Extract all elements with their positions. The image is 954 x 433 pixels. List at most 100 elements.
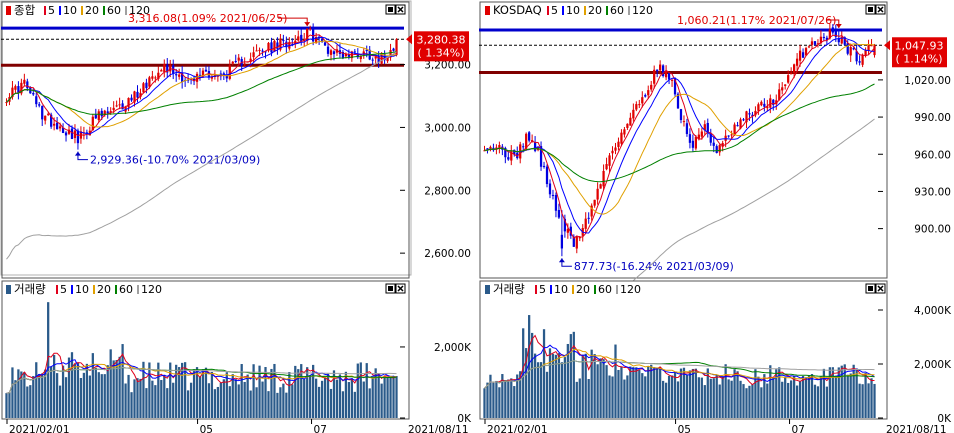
volume-bar xyxy=(813,384,817,418)
candle-body xyxy=(807,46,811,48)
candle-body xyxy=(712,142,715,146)
volume-bar xyxy=(837,367,840,418)
volume-bar xyxy=(792,376,796,418)
candle-body xyxy=(249,58,252,62)
legend-ma-swatch xyxy=(547,6,549,15)
volume-bar xyxy=(867,383,870,418)
x-label-may: 05 xyxy=(200,424,213,433)
candle-body xyxy=(831,27,834,33)
candle-body xyxy=(166,64,169,73)
maximize-icon xyxy=(868,7,873,12)
candle-body xyxy=(231,61,234,64)
candle-body xyxy=(593,199,596,206)
candle-body xyxy=(234,60,237,62)
volume-bar xyxy=(314,378,318,418)
current-price-badge xyxy=(414,31,469,62)
legend-ma-swatch xyxy=(628,6,630,15)
volume-bar xyxy=(195,367,199,418)
candle-body xyxy=(44,115,47,121)
candle-body xyxy=(697,134,700,139)
candle-body xyxy=(870,45,873,47)
x-label-july: 07 xyxy=(792,424,805,433)
volume-bar xyxy=(210,371,214,418)
volume-bar xyxy=(516,374,519,418)
candle-body xyxy=(569,226,572,236)
candle-body xyxy=(599,184,602,189)
candle-body xyxy=(766,106,769,109)
candle-body xyxy=(276,42,279,49)
candle-body xyxy=(653,69,656,84)
kospi-date-axis: 2021/02/01 05 07 2021/08/11 xyxy=(6,419,469,433)
volume-bar xyxy=(136,378,139,418)
volume-bar xyxy=(641,373,644,418)
candle-body xyxy=(201,70,205,77)
volume-bar xyxy=(204,367,208,418)
legend-ma-label: 10 xyxy=(75,283,89,296)
volume-bar xyxy=(52,354,56,418)
volume-bar xyxy=(528,315,531,418)
candle-body xyxy=(353,51,356,53)
volume-bar xyxy=(124,383,127,418)
volume-bar xyxy=(341,391,345,418)
candle-body xyxy=(623,129,626,135)
volume-bar xyxy=(551,353,555,418)
candle-body xyxy=(362,51,365,55)
volume-bar xyxy=(371,377,374,418)
candle-body xyxy=(258,49,261,51)
volume-bar xyxy=(748,385,751,418)
volume-bar xyxy=(614,344,617,418)
volume-bar xyxy=(542,329,546,418)
y-tick-label: 900.00 xyxy=(914,224,951,236)
candle-body xyxy=(483,150,486,152)
volume-bar xyxy=(578,378,581,418)
legend-ma-label: 120 xyxy=(129,4,150,17)
volume-bar xyxy=(133,379,136,418)
volume-bar xyxy=(392,377,395,418)
volume-bar xyxy=(751,384,754,418)
candle-body xyxy=(23,79,26,84)
kospi-volume-chart: 0K 2,000K 거래량 5 10 20 60 120 xyxy=(1,280,472,425)
legend-ma-label: 20 xyxy=(85,4,99,17)
volume-bar xyxy=(525,348,528,418)
candle-body xyxy=(742,119,745,121)
low-marker-label: 2,929.36(-10.70% 2021/03/09) xyxy=(90,154,260,167)
volume-bar xyxy=(198,376,202,418)
kosdaq-volume-legend: 거래량 5 10 20 60 120 xyxy=(485,282,641,296)
high-marker-label: 1,060.21(1.17% 2021/07/26) xyxy=(677,14,836,27)
candle-body xyxy=(154,77,157,79)
candle-body xyxy=(718,145,721,153)
volume-bar xyxy=(519,371,522,418)
volume-bar xyxy=(790,380,793,418)
candle-body xyxy=(757,104,760,111)
volume-bar xyxy=(697,377,700,418)
candle-body xyxy=(489,146,492,150)
candle-body xyxy=(5,102,8,104)
volume-bar xyxy=(530,332,534,418)
volume-bar xyxy=(730,380,733,418)
candle-body xyxy=(73,130,77,139)
candle-body xyxy=(228,65,231,79)
high-marker-label: 3,316.08(1.09% 2021/06/25) xyxy=(128,12,287,25)
candle-body xyxy=(237,57,240,61)
candle-body xyxy=(282,40,285,42)
legend-ma-label: 60 xyxy=(598,283,612,296)
volume-bar xyxy=(5,393,8,418)
legend-ma-swatch xyxy=(93,285,95,294)
legend-ma-swatch xyxy=(594,285,596,294)
candle-body xyxy=(498,145,501,148)
candle-body xyxy=(626,123,629,128)
volume-bar xyxy=(127,374,130,418)
volume-bar xyxy=(801,375,805,418)
candle-body xyxy=(727,135,730,137)
candle-body xyxy=(204,69,208,72)
legend-title: KOSDAQ xyxy=(493,3,542,17)
volume-bar xyxy=(142,361,145,418)
volume-bar xyxy=(804,377,808,418)
volume-bar xyxy=(599,358,602,418)
volume-bar xyxy=(822,368,826,418)
volume-bar xyxy=(192,369,196,418)
candle-body xyxy=(816,43,820,45)
volume-bar xyxy=(650,364,653,418)
candle-body xyxy=(647,90,650,96)
volume-bar xyxy=(231,374,234,418)
